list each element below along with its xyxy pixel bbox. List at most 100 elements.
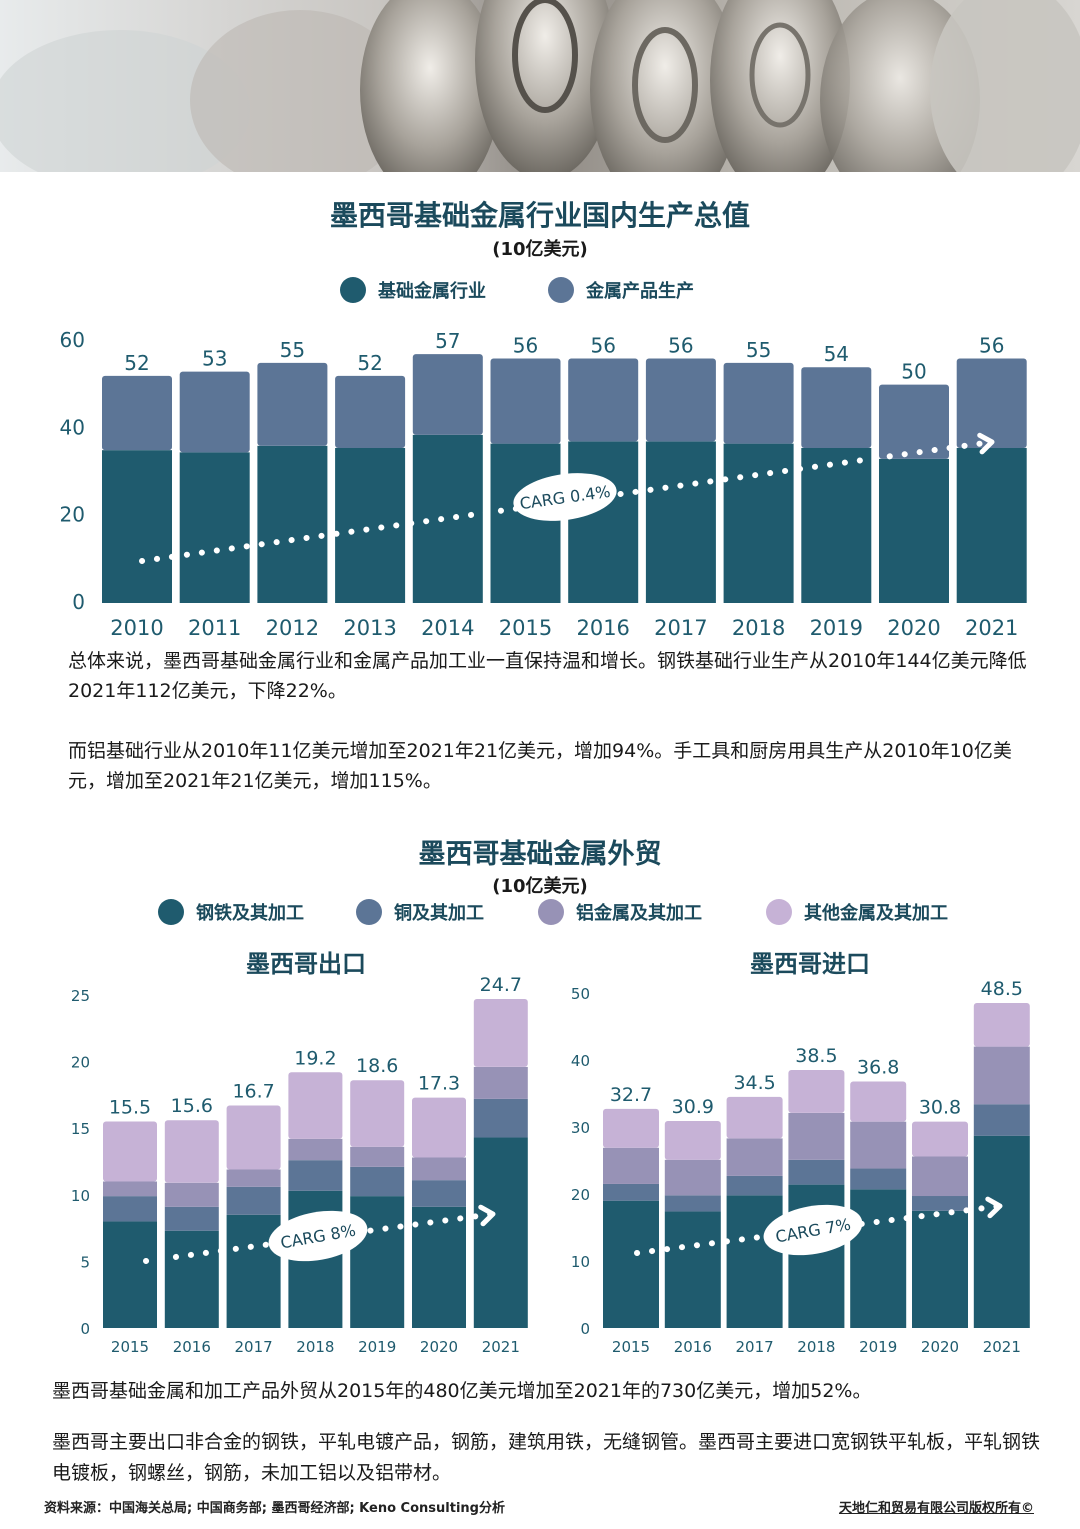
y-tick-label: 0	[80, 1320, 90, 1338]
bar-segment	[473, 1098, 528, 1138]
x-tick-label: 2020	[921, 1338, 959, 1356]
bar-segment	[288, 1138, 343, 1161]
carg-bubble-shape	[513, 473, 617, 521]
bar-segment	[726, 1138, 783, 1176]
x-tick-label: 2016	[173, 1338, 211, 1356]
bar-segment	[335, 375, 406, 448]
bar-segment	[568, 358, 639, 442]
trade-chart-title: 墨西哥基础金属外贸	[418, 839, 662, 870]
bar-segment	[412, 434, 483, 603]
bar-segment	[412, 1097, 466, 1158]
bar-segment	[164, 1120, 219, 1183]
bar-segment	[850, 1081, 907, 1122]
gdp-chart-title: 墨西哥基础金属行业国内生产总值	[329, 199, 750, 232]
bar-segment	[879, 458, 949, 603]
bar-total-label: 52	[124, 351, 149, 375]
y-tick-label: 0	[580, 1320, 590, 1338]
x-tick-label: 2015	[499, 616, 552, 640]
paragraph-gdp-2: 而铝基础行业从2010年11亿美元增加至2021年21亿美元，增加94%。手工具…	[68, 740, 1012, 792]
bar-segment	[226, 1186, 281, 1215]
bar-total-label: 17.3	[418, 1073, 460, 1095]
bar-segment	[350, 1196, 405, 1328]
x-tick-label: 2017	[736, 1338, 774, 1356]
bar-total-label: 30.8	[919, 1097, 961, 1119]
import-chart: 0 10 20 30 40 50 32.7 2015 30.9 2016 34.5 2017 38.5 2…	[571, 978, 1030, 1356]
bar-segment	[664, 1120, 721, 1160]
bar-segment	[879, 384, 949, 459]
legend-label: 金属产品生产	[586, 281, 694, 302]
legend-dot-icon	[538, 899, 564, 925]
y-tick-label: 40	[60, 415, 85, 439]
bar-total-label: 55	[280, 338, 305, 362]
bar-total-label: 15.6	[171, 1095, 213, 1117]
y-tick-label: 10	[71, 1187, 90, 1205]
x-tick-label: 2010	[110, 616, 163, 640]
bar-segment	[912, 1121, 968, 1157]
legend-dot-icon	[548, 277, 574, 303]
trend-arrow-line	[143, 1211, 496, 1264]
bar-segment	[850, 1168, 907, 1190]
carg-bubble: CARG 0.4%	[513, 473, 617, 521]
footer-copyright: 天地仁和贸易有限公司版权所有©	[838, 1501, 1034, 1516]
bar-total-label: 15.5	[109, 1097, 151, 1119]
legend-label: 铝金属及其加工	[576, 903, 702, 924]
legend-metal-products: 金属产品生产	[548, 277, 694, 303]
x-tick-label: 2018	[732, 616, 785, 640]
bar-segment	[912, 1196, 968, 1211]
bar-segment	[645, 358, 716, 442]
y-tick-label: 10	[571, 1253, 590, 1271]
bar-segment	[103, 1121, 157, 1182]
legend-dot-icon	[158, 899, 184, 925]
bar-segment	[102, 375, 172, 451]
x-tick-label: 2015	[111, 1338, 149, 1356]
bar-segment	[973, 1003, 1030, 1047]
legend-basic-metal: 基础金属行业	[340, 277, 486, 303]
bar-total-label: 57	[435, 329, 460, 353]
legend-label: 铜及其加工	[394, 903, 484, 924]
bar-segment	[788, 1070, 845, 1113]
bar-segment	[801, 367, 872, 448]
bar-segment	[226, 1169, 281, 1187]
bar-total-label: 18.6	[356, 1055, 398, 1077]
legend-label: 钢铁及其加工	[196, 903, 304, 924]
metal-cans-photo	[0, 0, 1080, 172]
bar-segment	[973, 1104, 1030, 1136]
bar-segment	[412, 1180, 466, 1207]
bar-total-label: 38.5	[795, 1045, 837, 1067]
x-tick-label: 2019	[810, 616, 863, 640]
x-tick-label: 2013	[343, 616, 396, 640]
bar-segment	[350, 1080, 405, 1147]
bar-total-label: 30.9	[672, 1096, 714, 1118]
carg-bubble-shape	[763, 1204, 863, 1256]
y-tick-label: 20	[571, 1186, 590, 1204]
bar-total-label: 56	[668, 333, 693, 357]
x-tick-label: 2017	[654, 616, 707, 640]
x-tick-label: 2018	[797, 1338, 835, 1356]
bar-segment	[257, 362, 328, 446]
x-tick-label: 2021	[965, 616, 1018, 640]
bar-segment	[179, 452, 250, 603]
bar-segment	[973, 1046, 1030, 1105]
bar-segment	[956, 447, 1027, 603]
legend-other: 其他金属及其加工	[766, 899, 948, 925]
bar-segment	[350, 1146, 405, 1167]
bar-total-label: 24.7	[480, 974, 522, 996]
bar-segment	[726, 1175, 783, 1196]
bar-segment	[664, 1159, 721, 1196]
bar-segment	[973, 1135, 1030, 1328]
carg-bubble: CARG 8%	[268, 1210, 368, 1262]
x-tick-label: 2014	[421, 616, 474, 640]
bar-total-label: 48.5	[981, 978, 1023, 1000]
bar-segment	[956, 358, 1027, 448]
trend-arrow-head-icon	[977, 432, 995, 455]
bar-segment	[664, 1211, 721, 1328]
bar-segment	[723, 443, 794, 603]
bar-segment	[603, 1147, 659, 1184]
legend-aluminum: 铝金属及其加工	[538, 899, 702, 925]
legend-label: 基础金属行业	[378, 281, 486, 302]
carg-bubble: CARG 7%	[763, 1204, 863, 1256]
footer-source: 资料来源：中国海关总局; 中国商务部; 墨西哥经济部; Keno Consult…	[44, 1501, 505, 1516]
bar-segment	[850, 1189, 907, 1328]
bar-segment	[788, 1112, 845, 1160]
legend-label: 其他金属及其加工	[804, 903, 948, 924]
